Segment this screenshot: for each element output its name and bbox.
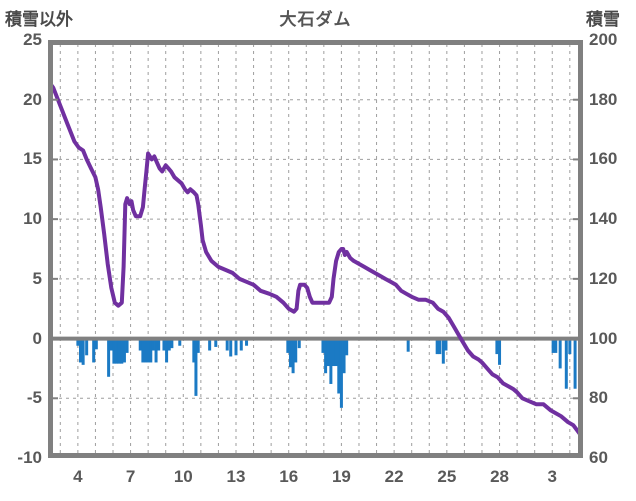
right-axis-tick-label: 160 <box>589 149 618 169</box>
bar-積雪以外 <box>208 338 212 351</box>
bar-積雪以外 <box>85 338 89 356</box>
x-axis-tick-label: 13 <box>226 467 246 486</box>
bar-積雪以外 <box>551 338 555 353</box>
left-axis-tick-label: 15 <box>23 149 42 169</box>
left-axis-title: 積雪以外 <box>5 10 73 29</box>
bar-積雪以外 <box>120 338 124 364</box>
bar-積雪以外 <box>154 338 158 363</box>
bar-積雪以外 <box>112 338 116 364</box>
bar-積雪以外 <box>76 338 80 346</box>
bar-積雪以外 <box>146 338 150 363</box>
bar-積雪以外 <box>441 338 445 364</box>
bar-積雪以外 <box>498 338 502 365</box>
left-axis-tick-label: 25 <box>23 30 42 49</box>
right-axis-tick-label: 180 <box>589 89 618 109</box>
bar-積雪以外 <box>294 338 298 363</box>
bar-積雪以外 <box>196 338 200 353</box>
bar-積雪以外 <box>192 338 196 363</box>
right-axis-tick-label: 120 <box>589 268 618 288</box>
x-axis-tick-label: 19 <box>331 467 351 486</box>
bar-積雪以外 <box>342 338 346 374</box>
bar-積雪以外 <box>234 338 238 356</box>
left-axis-tick-label: -10 <box>17 448 42 467</box>
bar-積雪以外 <box>558 338 562 369</box>
bar-積雪以外 <box>194 338 198 396</box>
bar-積雪以外 <box>141 338 145 363</box>
bar-積雪以外 <box>554 338 558 353</box>
bar-積雪以外 <box>329 338 333 384</box>
left-axis-tick-label: 5 <box>32 268 42 288</box>
bar-積雪以外 <box>444 338 448 351</box>
plot-area <box>48 40 583 458</box>
bar-積雪以外 <box>214 338 218 347</box>
bar-積雪以外 <box>321 338 325 353</box>
bar-積雪以外 <box>406 338 410 352</box>
bar-積雪以外 <box>435 338 439 355</box>
bar-積雪以外 <box>92 338 96 363</box>
bar-積雪以外 <box>245 338 249 346</box>
x-axis-tick-label: 22 <box>384 467 404 486</box>
x-axis-tick-label: 7 <box>125 467 136 486</box>
bar-積雪以外 <box>288 338 292 368</box>
right-axis-tick-label: 60 <box>589 448 608 467</box>
bar-積雪以外 <box>79 338 83 363</box>
bar-積雪以外 <box>122 338 126 363</box>
bar-積雪以外 <box>125 338 129 353</box>
bar-積雪以外 <box>345 338 349 356</box>
x-axis-tick-label: 28 <box>490 467 509 486</box>
bar-積雪以外 <box>324 338 328 374</box>
bar-積雪以外 <box>297 338 301 349</box>
bar-積雪以外 <box>334 338 338 367</box>
bar-積雪以外 <box>165 338 169 363</box>
x-axis-tick-label: 10 <box>173 467 193 486</box>
bar-積雪以外 <box>332 338 336 367</box>
bar-積雪以外 <box>564 338 568 389</box>
x-axis-tick-label: 16 <box>279 467 299 486</box>
bar-積雪以外 <box>286 338 290 353</box>
bar-積雪以外 <box>178 338 182 346</box>
right-axis-tick-label: 100 <box>589 328 618 348</box>
bar-積雪以外 <box>239 338 243 351</box>
line-積雪 <box>48 79 583 440</box>
bar-積雪以外 <box>162 338 166 351</box>
bar-積雪以外 <box>337 338 341 394</box>
left-axis-tick-label: 0 <box>32 328 42 348</box>
right-axis-tick-label: 200 <box>589 30 618 49</box>
bar-積雪以外 <box>115 338 119 364</box>
right-axis-tick-label: 80 <box>589 388 608 408</box>
bar-積雪以外 <box>167 338 171 351</box>
right-axis-title: 積雪 <box>586 10 620 29</box>
bar-積雪以外 <box>94 338 98 350</box>
bar-積雪以外 <box>151 338 155 351</box>
chart-title: 大石ダム <box>279 10 352 29</box>
left-axis-tick-label: 20 <box>23 89 42 109</box>
bar-積雪以外 <box>438 338 442 355</box>
bar-積雪以外 <box>495 338 499 355</box>
bar-積雪以外 <box>339 338 343 408</box>
x-axis-tick-label: 4 <box>73 467 83 486</box>
bar-積雪以外 <box>117 338 121 364</box>
plot-border <box>48 40 583 458</box>
bar-積雪以外 <box>157 338 161 351</box>
bar-積雪以外 <box>144 338 148 363</box>
bar-積雪以外 <box>573 338 577 389</box>
bar-積雪以外 <box>326 338 330 367</box>
bar-積雪以外 <box>225 338 229 351</box>
bar-積雪以外 <box>229 338 233 357</box>
right-axis-tick-label: 140 <box>589 209 618 229</box>
x-axis-tick-label: 25 <box>437 467 457 486</box>
left-axis-tick-label: -5 <box>26 388 42 408</box>
x-axis-tick-label: 3 <box>547 467 557 486</box>
bar-積雪以外 <box>81 338 85 365</box>
bar-積雪以外 <box>291 338 295 374</box>
bar-積雪以外 <box>138 338 142 351</box>
bar-積雪以外 <box>107 338 111 377</box>
left-axis-tick-label: 10 <box>23 209 42 229</box>
bar-積雪以外 <box>109 338 113 351</box>
bar-積雪以外 <box>170 338 174 349</box>
bar-積雪以外 <box>149 338 153 363</box>
bar-積雪以外 <box>568 338 572 355</box>
